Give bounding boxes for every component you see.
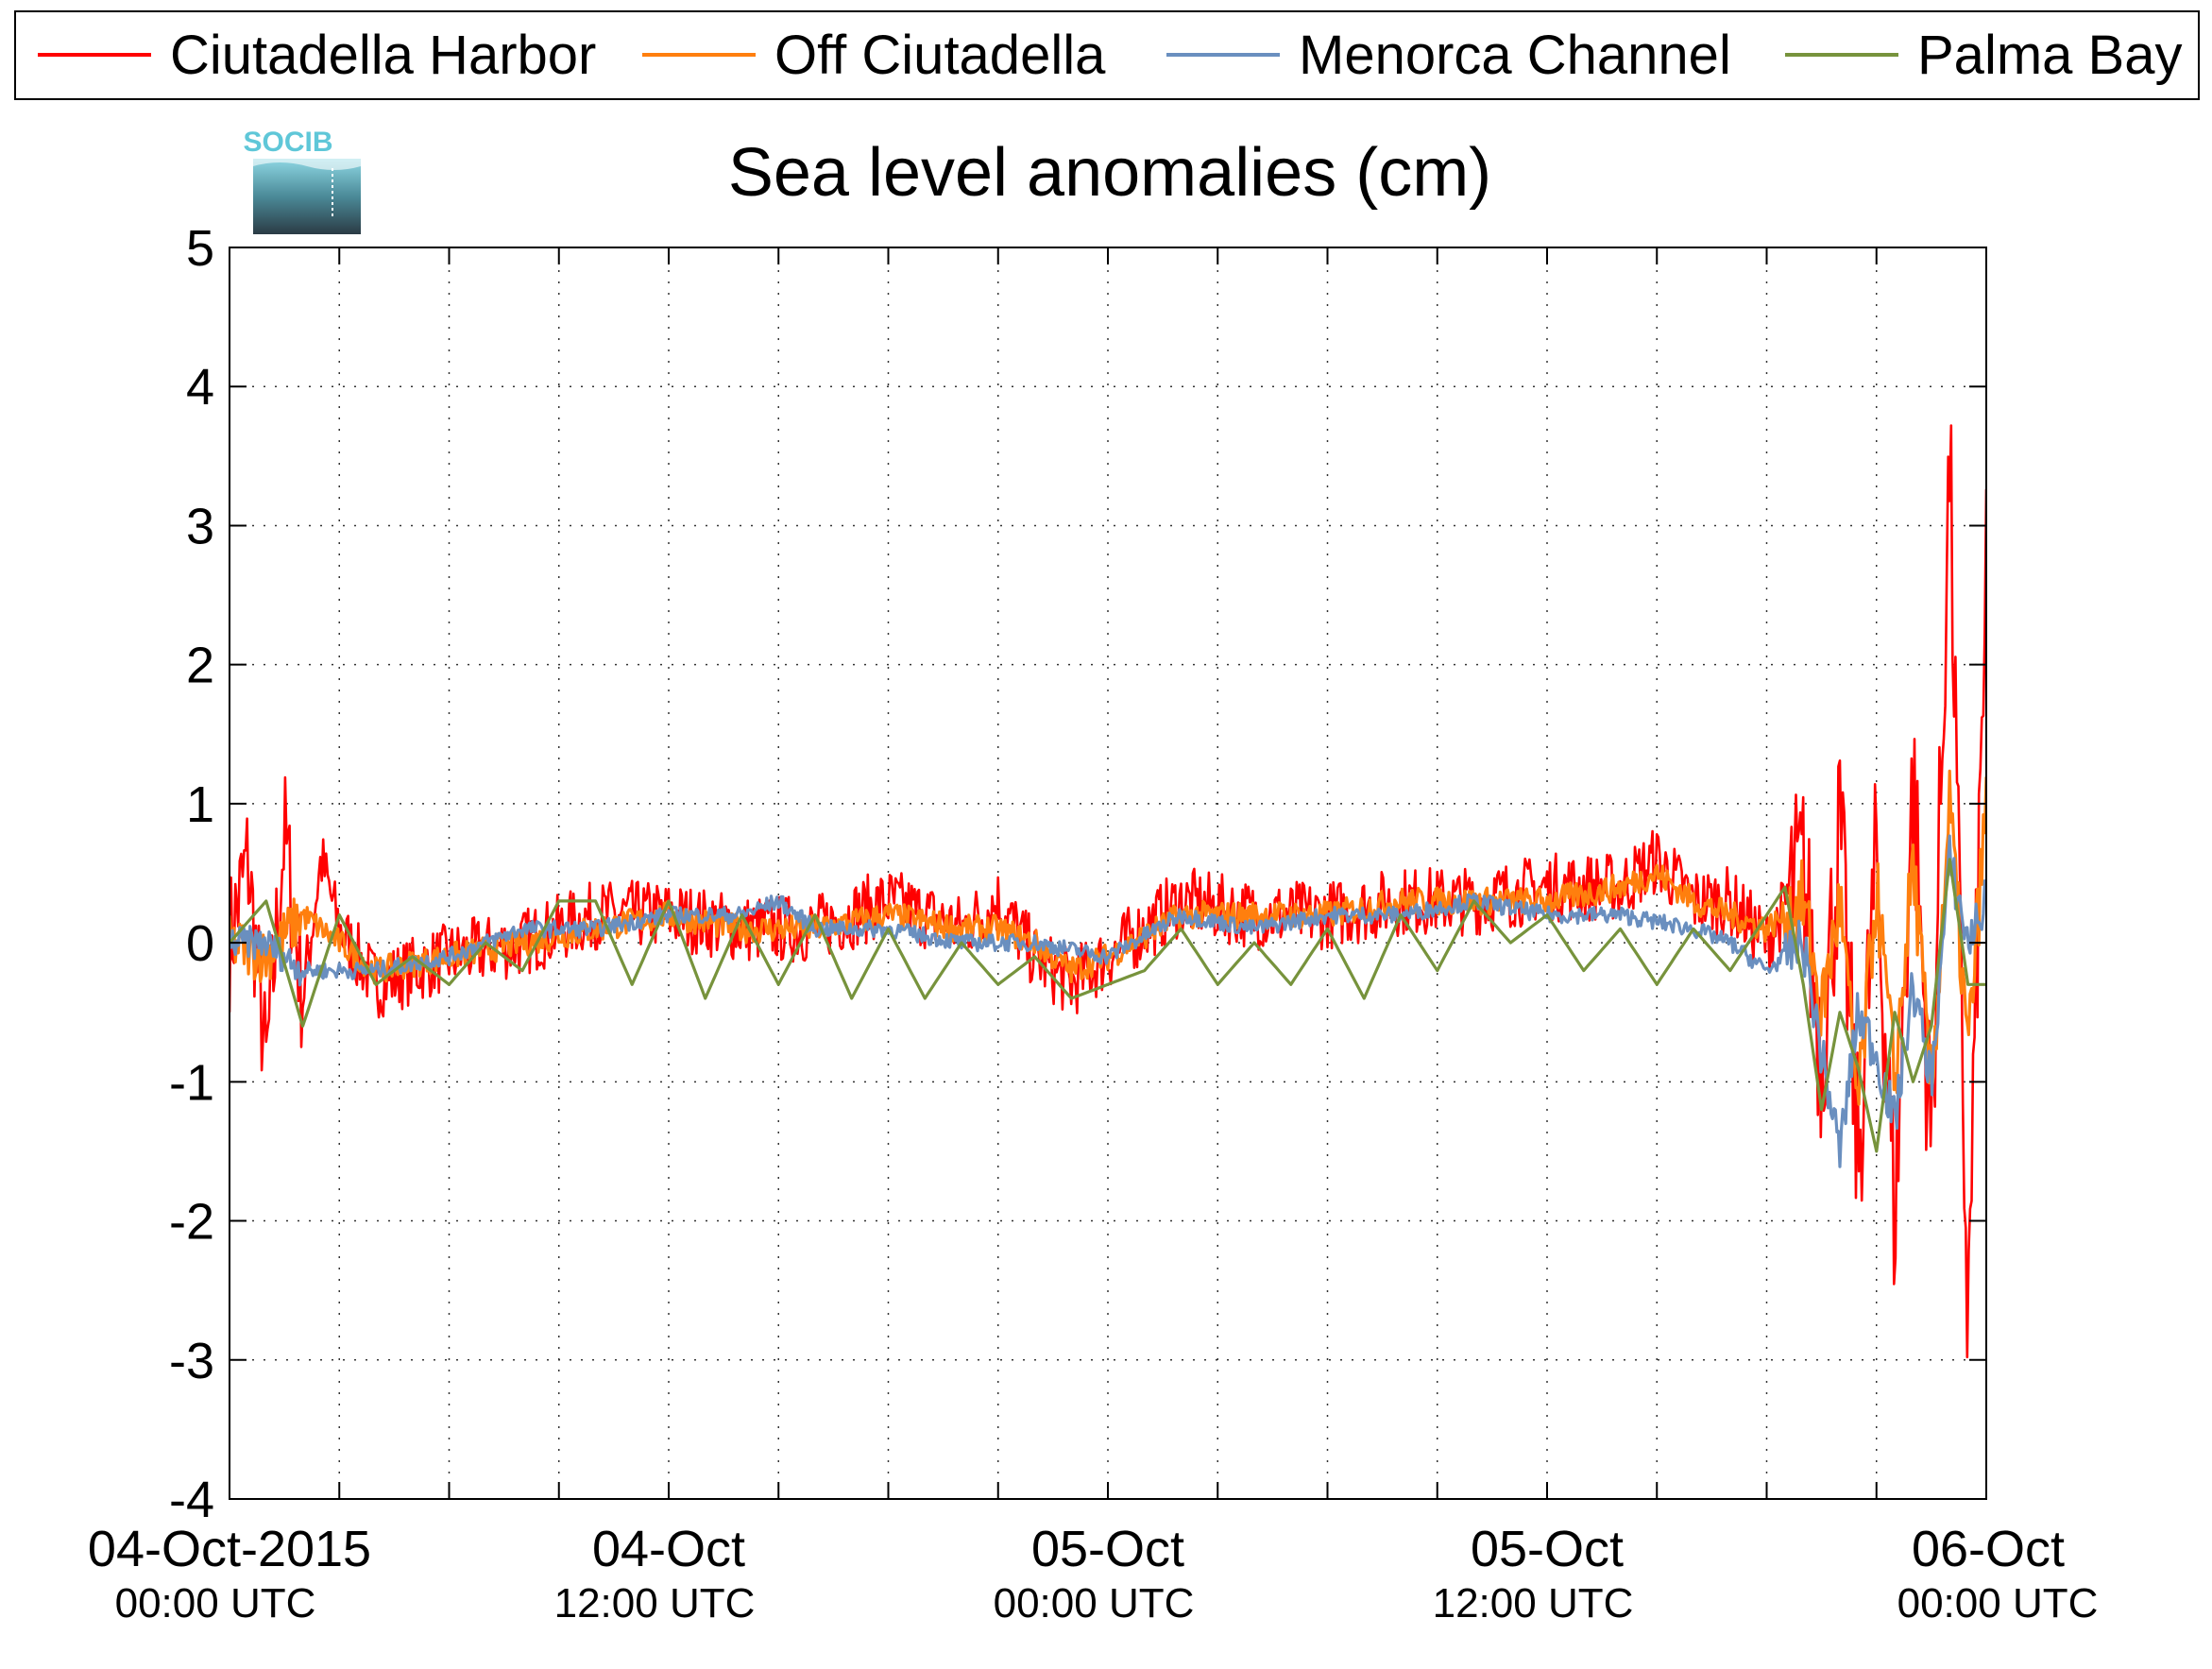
x-tick-date-label: 05-Oct xyxy=(1031,1521,1184,1577)
chart-title: Sea level anomalies (cm) xyxy=(728,135,1491,211)
y-tick-label: 0 xyxy=(186,915,214,972)
legend-label: Palma Bay xyxy=(1917,25,2182,86)
y-axis-labels: -4 -3 -2 -1 0 1 2 3 4 5 xyxy=(169,220,214,1528)
y-tick-label: -4 xyxy=(169,1472,214,1528)
plot-frame xyxy=(229,247,1987,1500)
x-tick-time-label: 12:00 UTC xyxy=(1433,1580,1634,1626)
y-tick-label: 5 xyxy=(186,220,214,277)
y-tick-label: -2 xyxy=(169,1194,214,1251)
legend-label: Off Ciutadella xyxy=(774,25,1106,86)
y-tick-label: -1 xyxy=(169,1054,214,1111)
x-tick-date-label: 04-Oct xyxy=(592,1521,745,1577)
x-tick-date-label: 04-Oct-2015 xyxy=(88,1521,371,1577)
series-line-1 xyxy=(230,769,1986,1106)
x-tick-date-label: 05-Oct xyxy=(1471,1521,1624,1577)
axis-ticks xyxy=(230,247,1986,1500)
logo-wave xyxy=(253,159,361,170)
legend-label: Menorca Channel xyxy=(1299,25,1731,86)
legend: Ciutadella Harbor Off Ciutadella Menorca C… xyxy=(14,10,2200,100)
y-tick-label: 2 xyxy=(186,638,214,694)
legend-label: Ciutadella Harbor xyxy=(170,25,596,86)
y-tick-label: -3 xyxy=(169,1333,214,1389)
y-tick-label: 1 xyxy=(186,776,214,833)
x-tick-time-label: 00:00 UTC xyxy=(994,1580,1195,1626)
x-tick-date-label: 06-Oct xyxy=(1912,1521,2065,1577)
x-tick-time-label: 00:00 UTC xyxy=(1897,1580,2099,1626)
grid-lines xyxy=(230,247,1986,1499)
series-line-3 xyxy=(230,858,1986,1153)
x-tick-time-label: 00:00 UTC xyxy=(115,1580,316,1626)
series-line-2 xyxy=(230,834,1986,1168)
x-tick-time-label: 12:00 UTC xyxy=(554,1580,756,1626)
y-tick-label: 3 xyxy=(186,498,214,554)
y-tick-label: 4 xyxy=(186,359,214,416)
socib-logo: SOCIB xyxy=(243,127,361,234)
logo-block xyxy=(253,159,361,234)
series-layer xyxy=(230,424,1986,1358)
logo-text: SOCIB xyxy=(243,127,332,158)
